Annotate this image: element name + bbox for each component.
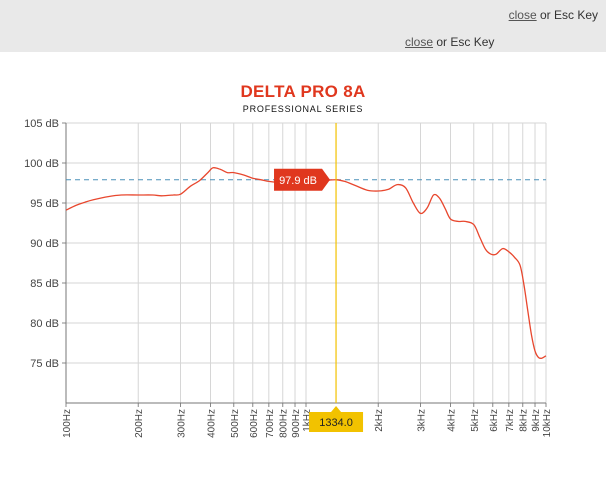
close-hint-top: close or Esc Key xyxy=(509,8,598,22)
x-tick-label: 8kHz xyxy=(519,409,530,432)
y-tick-label: 80 dB xyxy=(30,318,59,330)
cursor-frequency-badge xyxy=(309,406,364,432)
x-tick-label: 500Hz xyxy=(230,409,241,438)
x-tick-label: 800Hz xyxy=(279,409,290,438)
chart-subtitle: PROFESSIONAL SERIES xyxy=(242,104,364,114)
x-tick-label: 300Hz xyxy=(177,409,188,438)
cursor-value-label: 97.9 dB xyxy=(279,175,317,187)
x-tick-label: 10kHz xyxy=(542,409,553,437)
x-tick-label: 700Hz xyxy=(265,409,276,438)
y-tick-label: 90 dB xyxy=(30,238,59,250)
cursor-value-tooltip xyxy=(274,168,331,191)
cursor-frequency-label: 1334.0 xyxy=(319,417,353,429)
x-tick-label: 5kHz xyxy=(470,409,481,432)
x-tick-label: 900Hz xyxy=(291,409,302,438)
esc-key-hint: or Esc Key xyxy=(536,8,598,22)
close-link-secondary[interactable]: close xyxy=(405,35,434,49)
x-tick-label: 400Hz xyxy=(206,409,217,438)
y-tick-label: 95 dB xyxy=(30,198,59,210)
esc-key-hint-secondary: or Esc Key xyxy=(433,35,495,49)
chart-title: DELTA PRO 8A xyxy=(240,82,366,101)
y-tick-label: 75 dB xyxy=(30,358,59,370)
x-tick-label: 100Hz xyxy=(62,409,73,438)
close-hint-secondary: close or Esc Key xyxy=(405,35,494,49)
y-tick-label: 105 dB xyxy=(24,118,59,130)
x-tick-label: 7kHz xyxy=(505,409,516,432)
frequency-response-line xyxy=(65,167,547,360)
x-tick-label: 1kHz xyxy=(302,409,313,432)
x-tick-label: 600Hz xyxy=(249,409,260,438)
x-tick-label: 200Hz xyxy=(134,409,145,438)
x-tick-label: 2kHz xyxy=(374,409,385,432)
x-tick-label: 3kHz xyxy=(417,409,428,432)
x-tick-label: 6kHz xyxy=(489,409,500,432)
top-bar xyxy=(0,0,606,52)
x-tick-label: 4kHz xyxy=(446,409,457,432)
close-link[interactable]: close xyxy=(508,8,537,22)
x-tick-label: 9kHz xyxy=(531,409,542,432)
y-tick-label: 100 dB xyxy=(24,158,59,170)
y-tick-label: 85 dB xyxy=(30,278,59,290)
